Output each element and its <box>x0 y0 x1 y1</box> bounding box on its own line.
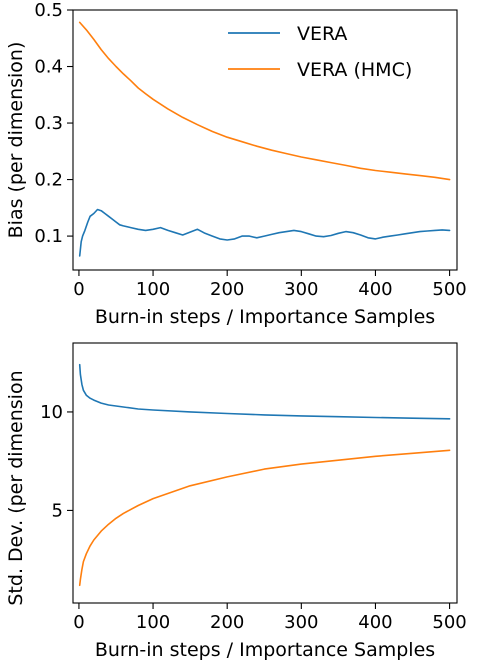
bias-chart: 0 100 200 300 400 500 0.1 0.2 0.3 0.4 0.5 Burn-in… <box>5 0 467 328</box>
legend-label-vera-hmc: VERA (HMC) <box>297 59 412 81</box>
std-dev-x-tick-label: 400 <box>358 612 392 633</box>
std-dev-x-tick-label: 100 <box>136 612 170 633</box>
bias-y-tick-label: 0.2 <box>34 170 63 191</box>
bias-series-vera <box>78 208 451 257</box>
std-dev-x-tick-label: 300 <box>284 612 318 633</box>
bias-series-vera-hmc <box>78 21 451 181</box>
std-dev-x-ticks: 0 100 200 300 400 500 <box>73 603 467 633</box>
std-dev-y-axis-label: Std. Dev. (per dimension <box>5 370 27 605</box>
bias-x-tick-label: 400 <box>358 279 392 300</box>
std-dev-x-tick-label: 200 <box>210 612 244 633</box>
bias-x-tick-label: 100 <box>136 279 170 300</box>
std-dev-plot-frame <box>72 342 458 604</box>
bias-y-axis-label: Bias (per dimension) <box>5 42 27 239</box>
bias-y-tick-label: 0.4 <box>34 57 63 78</box>
bias-y-tick-label: 0.5 <box>34 0 63 21</box>
std-dev-y-tick-label: 5 <box>52 500 63 521</box>
bias-x-tick-label: 500 <box>432 279 466 300</box>
std-dev-x-axis-label: Burn-in steps / Importance Samples <box>95 639 435 661</box>
std-dev-y-ticks: 5 10 <box>40 402 73 521</box>
std-dev-series <box>78 363 451 587</box>
bias-y-tick-label: 0.1 <box>34 226 63 247</box>
bias-x-ticks: 0 100 200 300 400 500 <box>73 270 467 300</box>
std-dev-chart: 0 100 200 300 400 500 5 10 Burn-in steps / Imp… <box>5 342 467 661</box>
legend-label-vera: VERA <box>297 23 347 45</box>
bias-x-tick-label: 0 <box>73 279 84 300</box>
bias-series <box>78 21 451 257</box>
bias-x-tick-label: 200 <box>210 279 244 300</box>
bias-plot-frame <box>72 9 458 271</box>
std-dev-x-tick-label: 500 <box>432 612 466 633</box>
std-dev-y-tick-label: 10 <box>40 402 63 423</box>
std-dev-series-vera <box>78 363 451 420</box>
std-dev-series-vera-hmc <box>78 449 451 587</box>
bias-x-tick-label: 300 <box>284 279 318 300</box>
bias-legend: VERA VERA (HMC) <box>228 23 412 81</box>
bias-y-ticks: 0.1 0.2 0.3 0.4 0.5 <box>34 0 73 247</box>
bias-y-tick-label: 0.3 <box>34 113 63 134</box>
bias-x-axis-label: Burn-in steps / Importance Samples <box>95 306 435 328</box>
std-dev-x-tick-label: 0 <box>73 612 84 633</box>
